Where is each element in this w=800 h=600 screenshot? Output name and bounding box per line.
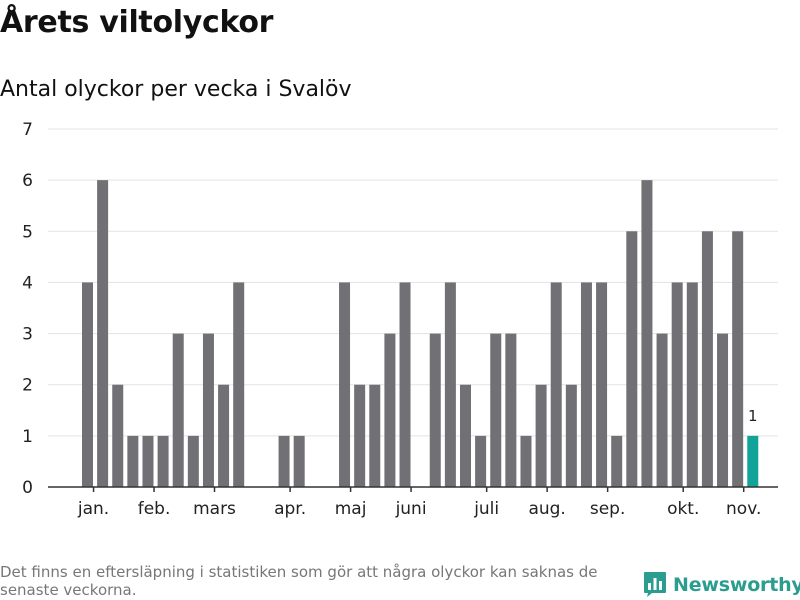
bar xyxy=(535,384,547,487)
bar xyxy=(490,333,502,487)
bar xyxy=(293,435,305,487)
y-tick-label: 6 xyxy=(22,171,33,191)
bar xyxy=(444,282,456,487)
bar xyxy=(127,435,139,487)
bar xyxy=(505,333,517,487)
x-tick-label: feb. xyxy=(138,499,171,519)
bar xyxy=(656,333,668,487)
x-tick-label: juli xyxy=(473,499,499,519)
x-tick-label: apr. xyxy=(274,499,306,519)
brand-name: Newsworthy xyxy=(673,573,800,596)
bar xyxy=(218,384,230,487)
x-tick-label: mars xyxy=(193,499,236,519)
bar xyxy=(384,333,396,487)
bar xyxy=(399,282,411,487)
bar-highlight xyxy=(747,435,759,487)
bar xyxy=(157,435,169,487)
bar xyxy=(233,282,245,487)
x-tick-label: juni xyxy=(395,499,427,519)
bar xyxy=(641,180,653,487)
bar xyxy=(732,231,744,487)
bar xyxy=(671,282,683,487)
y-tick-label: 4 xyxy=(22,273,33,293)
bar xyxy=(278,435,290,487)
bar xyxy=(475,435,487,487)
bar-chart: 0 1 2 3 4 5 6 7 1 jan. feb. mars apr. maj juni juli aug.… xyxy=(22,120,778,519)
x-tick-label: nov. xyxy=(726,499,761,519)
x-tick-label: aug. xyxy=(528,499,565,519)
bar xyxy=(520,435,532,487)
bar xyxy=(112,384,124,487)
bar-data-label: 1 xyxy=(748,407,758,425)
bar xyxy=(565,384,577,487)
bar xyxy=(686,282,698,487)
bar xyxy=(611,435,623,487)
y-tick-label: 5 xyxy=(22,222,33,242)
bar xyxy=(550,282,562,487)
footnote: Det finns en eftersläpning i statistiken… xyxy=(0,563,598,599)
bar xyxy=(580,282,592,487)
bar xyxy=(354,384,366,487)
brand-logo[interactable]: Newsworthy xyxy=(643,571,800,598)
bar xyxy=(596,282,608,487)
bar xyxy=(187,435,199,487)
bar xyxy=(339,282,351,487)
y-tick-label: 7 xyxy=(22,120,33,140)
bar xyxy=(460,384,471,487)
bar xyxy=(626,231,638,487)
bar xyxy=(172,333,184,487)
x-tick-label: jan. xyxy=(77,499,109,519)
bar xyxy=(202,333,214,487)
x-tick-label: maj xyxy=(335,499,367,519)
bar xyxy=(717,333,729,487)
x-tick-label: okt. xyxy=(667,499,699,519)
chart-title: Årets viltolyckor xyxy=(0,5,274,40)
y-tick-label: 0 xyxy=(22,478,33,498)
y-tick-label: 1 xyxy=(22,427,33,447)
bar xyxy=(142,435,154,487)
bar-chart-logo-icon xyxy=(644,572,666,597)
bar xyxy=(369,384,381,487)
bar xyxy=(97,180,109,487)
y-tick-label: 2 xyxy=(22,376,33,396)
y-tick-label: 3 xyxy=(22,325,33,345)
x-tick-label: sep. xyxy=(590,499,626,519)
bar xyxy=(82,282,93,487)
bar xyxy=(429,333,441,487)
bar xyxy=(701,231,713,487)
chart-subtitle: Antal olyckor per vecka i Svalöv xyxy=(0,77,352,102)
